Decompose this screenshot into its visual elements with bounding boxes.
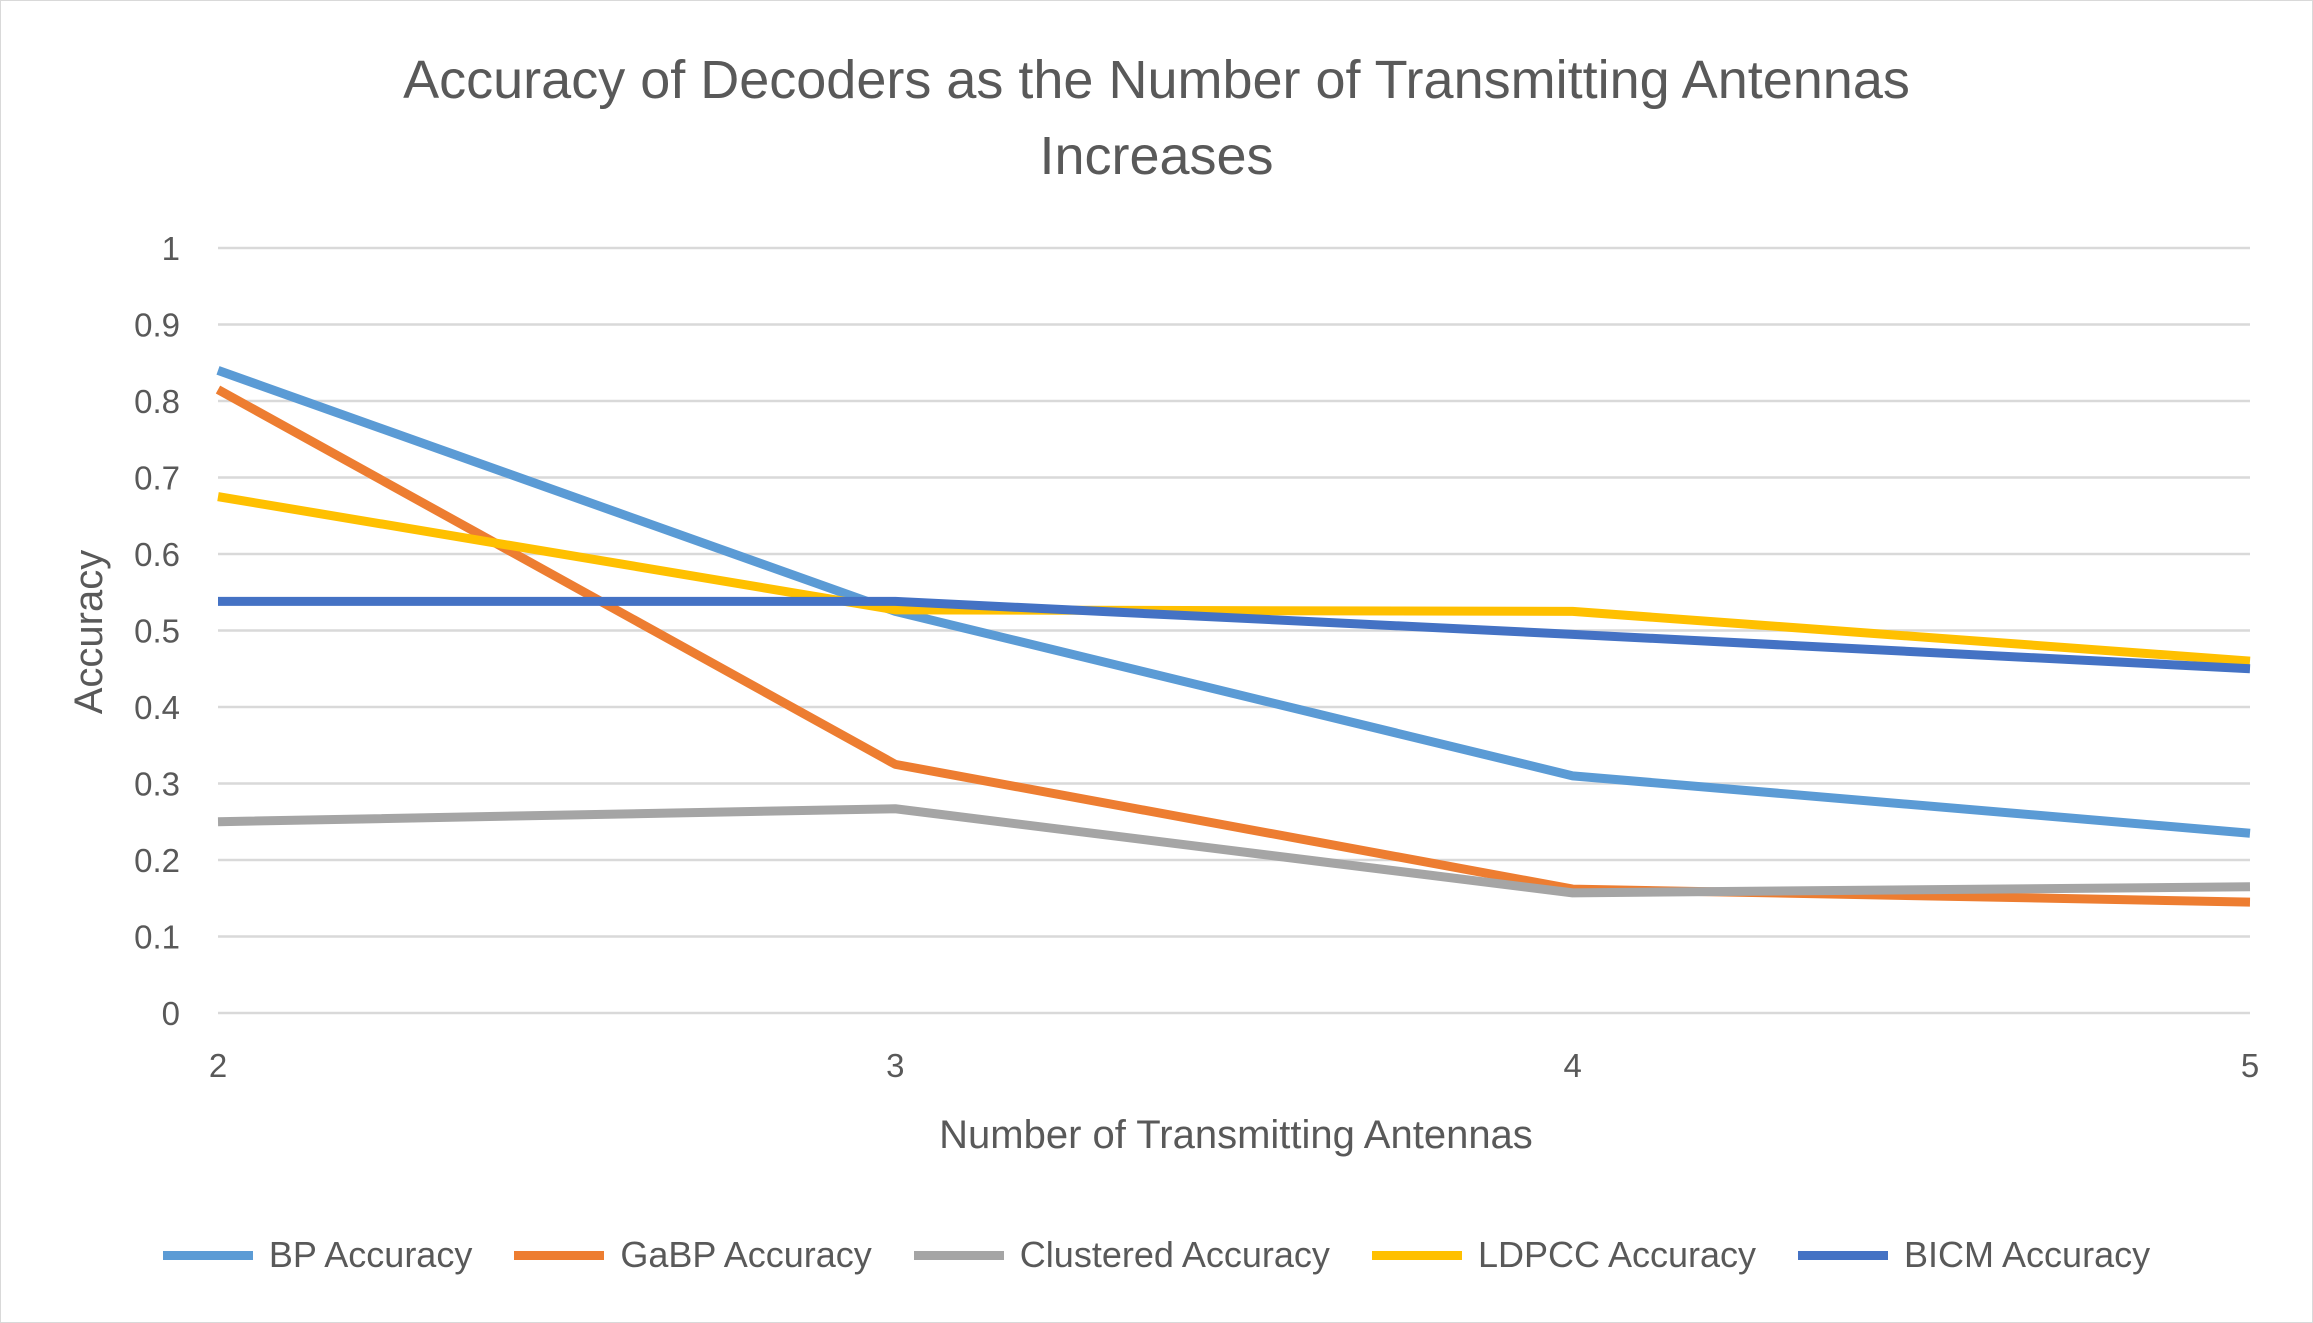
y-tick-label: 0.5 — [134, 613, 180, 650]
y-tick-label: 0 — [162, 995, 180, 1032]
y-tick-label: 0.6 — [134, 536, 180, 573]
series-line-bicm-accuracy — [218, 596, 2251, 674]
legend-item-bicm-accuracy: BICM Accuracy — [1798, 1234, 2150, 1276]
y-tick-label: 0.3 — [134, 766, 180, 803]
legend-label: GaBP Accuracy — [620, 1234, 872, 1275]
legend-label: BICM Accuracy — [1904, 1234, 2151, 1275]
series-lines — [215, 366, 2251, 907]
chart-title-line-1: Accuracy of Decoders as the Number of Tr… — [403, 50, 1910, 110]
y-tick-label: 0.8 — [134, 383, 180, 420]
y-axis-title: Accuracy — [67, 550, 111, 715]
y-tick-label: 0.1 — [134, 919, 180, 956]
x-tick-label: 5 — [2241, 1047, 2259, 1084]
x-tick-label: 3 — [886, 1047, 904, 1084]
x-axis-ticks: 2 3 4 5 — [209, 1047, 2259, 1084]
legend-item-bp-accuracy: BP Accuracy — [162, 1234, 473, 1276]
y-tick-label: 1 — [162, 230, 180, 267]
series-line-gabp-accuracy — [215, 385, 2251, 907]
legend-label: LDPCC Accuracy — [1477, 1234, 1757, 1275]
x-tick-label: 4 — [1563, 1047, 1581, 1084]
legend-item-clustered-accuracy: Clustered Accuracy — [913, 1234, 1330, 1276]
legend-swatch — [162, 1250, 253, 1260]
legend-label: BP Accuracy — [268, 1234, 473, 1275]
legend-swatch — [514, 1250, 605, 1260]
x-tick-label: 2 — [209, 1047, 227, 1084]
y-axis-ticks: 0 0.1 0.2 0.3 0.4 0.5 0.6 0.7 0.8 0.9 1 — [134, 230, 180, 1032]
legend-item-gabp-accuracy: GaBP Accuracy — [514, 1234, 872, 1276]
legend: BP Accuracy GaBP Accuracy Clustered Accura… — [0, 1225, 2313, 1285]
y-tick-label: 0.2 — [134, 842, 180, 879]
series-line-ldpcc-accuracy — [217, 492, 2251, 666]
legend-swatch — [1798, 1250, 1889, 1260]
series-line-bp-accuracy — [216, 366, 2251, 838]
legend-swatch — [913, 1250, 1004, 1260]
y-tick-label: 0.4 — [134, 689, 180, 726]
chart-title-line-2: Increases — [1039, 126, 1274, 186]
y-tick-label: 0.7 — [134, 460, 180, 497]
y-tick-label: 0.9 — [134, 307, 180, 344]
legend-item-ldpcc-accuracy: LDPCC Accuracy — [1371, 1234, 1757, 1276]
series-line-clustered-accuracy — [217, 804, 2251, 898]
legend-label: Clustered Accuracy — [1019, 1234, 1330, 1275]
x-axis-title: Number of Transmitting Antennas — [939, 1113, 1533, 1157]
legend-swatch — [1371, 1250, 1462, 1260]
